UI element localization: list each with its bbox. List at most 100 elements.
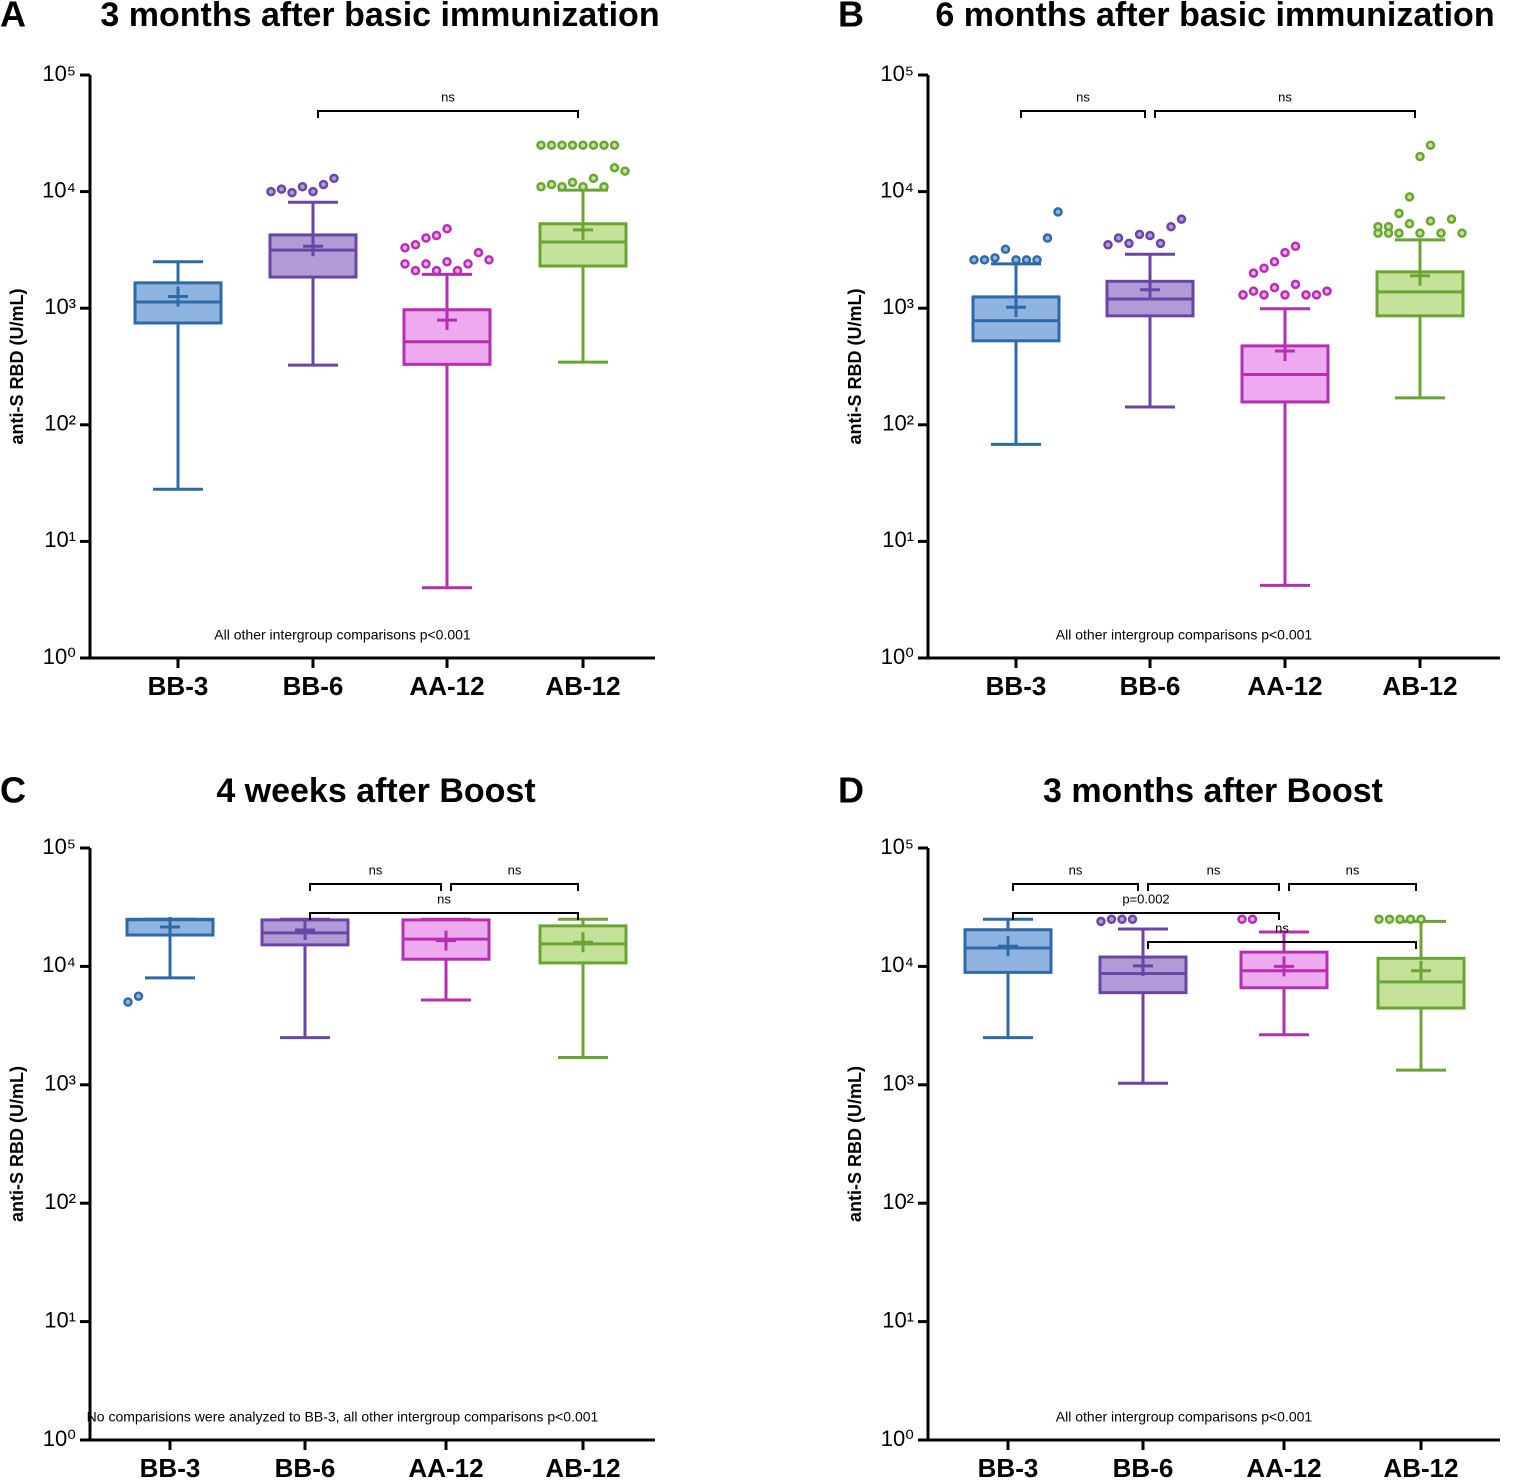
significance-label: ns [437, 891, 451, 906]
outlier [1280, 247, 1290, 258]
outlier [452, 265, 463, 276]
y-tick-label: 10⁵ [880, 834, 914, 859]
outlier [990, 253, 1000, 263]
significance-label: ns [1069, 862, 1083, 877]
chart-title: 4 weeks after Boost [216, 772, 535, 810]
significance-bracket [1154, 110, 1416, 118]
outlier [1021, 255, 1032, 265]
outlier [1106, 914, 1117, 925]
outlier [1269, 257, 1280, 267]
y-tick-label: 10³ [44, 1071, 76, 1096]
significance-label: ns [1207, 862, 1221, 877]
y-tick-label: 10² [882, 1189, 914, 1214]
significance-label: ns [1275, 920, 1289, 935]
outlier [599, 182, 609, 192]
x-tick-label: BB-6 [1120, 671, 1181, 701]
outlier [442, 224, 452, 234]
x-tick-label: AB-12 [1382, 671, 1457, 701]
outlier [588, 140, 599, 150]
outlier [1134, 229, 1145, 240]
chart-title: 3 months after basic immunization [100, 0, 659, 34]
outlier [979, 255, 990, 265]
outlier [969, 255, 979, 265]
outlier [1415, 228, 1425, 238]
significance-bracket [317, 110, 579, 118]
outlier [318, 179, 329, 190]
y-tick-label: 10¹ [44, 527, 76, 552]
outlier [1384, 914, 1395, 925]
x-tick-label: BB-6 [283, 671, 344, 701]
footnote: All other intergroup comparisons p<0.001 [214, 627, 471, 643]
mean-marker [437, 310, 457, 331]
outlier [431, 230, 442, 241]
panel-letter: C [0, 770, 26, 811]
y-tick-label: 10⁰ [43, 644, 76, 669]
significance-label: ns [369, 862, 383, 877]
x-tick-label: BB-3 [986, 671, 1047, 701]
outlier [1117, 914, 1127, 925]
outlier [473, 247, 484, 258]
outlier [1322, 286, 1332, 296]
outlier [1000, 244, 1011, 255]
outlier [536, 182, 546, 192]
outlier [557, 140, 567, 150]
outlier [1259, 290, 1269, 300]
outlier [1259, 263, 1269, 274]
outlier [410, 265, 421, 276]
outlier [410, 240, 421, 250]
outlier [1290, 241, 1301, 251]
outlier [557, 182, 567, 192]
significance-bracket [1012, 883, 1139, 891]
y-tick-label: 10⁰ [881, 644, 914, 669]
y-tick-label: 10⁰ [881, 1426, 914, 1451]
outlier [1457, 228, 1467, 238]
y-tick-label: 10¹ [882, 527, 914, 552]
outlier [1127, 914, 1138, 925]
y-tick-label: 10¹ [882, 1307, 914, 1332]
outlier [1103, 240, 1113, 250]
outlier [578, 140, 588, 150]
outlier [1425, 216, 1436, 226]
mean-marker [1140, 279, 1160, 300]
y-tick-label: 10⁵ [880, 61, 914, 86]
y-tick-label: 10⁵ [42, 834, 76, 859]
outlier [578, 182, 588, 192]
y-axis-label: anti-S RBD (U/mL) [845, 289, 865, 445]
y-tick-label: 10² [882, 411, 914, 436]
y-axis-label: anti-S RBD (U/mL) [7, 289, 27, 445]
outlier [421, 233, 431, 243]
outlier [1032, 255, 1042, 265]
outlier [536, 140, 546, 150]
outlier [1113, 233, 1124, 243]
x-tick-label: BB-3 [148, 671, 209, 701]
outlier [1425, 140, 1436, 150]
outlier [1404, 192, 1415, 202]
footnote: No comparisions were analyzed to BB-3, a… [87, 1409, 599, 1425]
outlier [1124, 238, 1134, 249]
significance-bracket [1147, 941, 1417, 949]
mean-marker [1275, 340, 1295, 361]
outlier [1145, 230, 1155, 241]
outlier [1290, 279, 1301, 290]
outlier [1446, 214, 1457, 224]
significance-label: p=0.002 [1122, 891, 1169, 906]
outlier [266, 186, 276, 197]
y-tick-label: 10² [44, 411, 76, 436]
mean-marker [573, 219, 593, 240]
mean-marker [303, 236, 323, 257]
outlier [123, 997, 133, 1007]
outlier [1280, 290, 1290, 300]
outlier [276, 184, 287, 194]
outlier [1311, 290, 1322, 300]
x-tick-label: BB-6 [1113, 1453, 1174, 1480]
y-tick-label: 10² [44, 1189, 76, 1214]
outlier [1395, 914, 1405, 925]
footnote: All other intergroup comparisons p<0.001 [1056, 627, 1313, 643]
y-tick-label: 10⁵ [42, 61, 76, 86]
y-tick-label: 10⁰ [43, 1426, 76, 1451]
y-axis-label: anti-S RBD (U/mL) [7, 1066, 27, 1222]
outlier [1383, 228, 1394, 238]
mean-marker [1133, 955, 1153, 976]
outlier [1373, 221, 1383, 232]
mean-marker [1411, 960, 1431, 981]
